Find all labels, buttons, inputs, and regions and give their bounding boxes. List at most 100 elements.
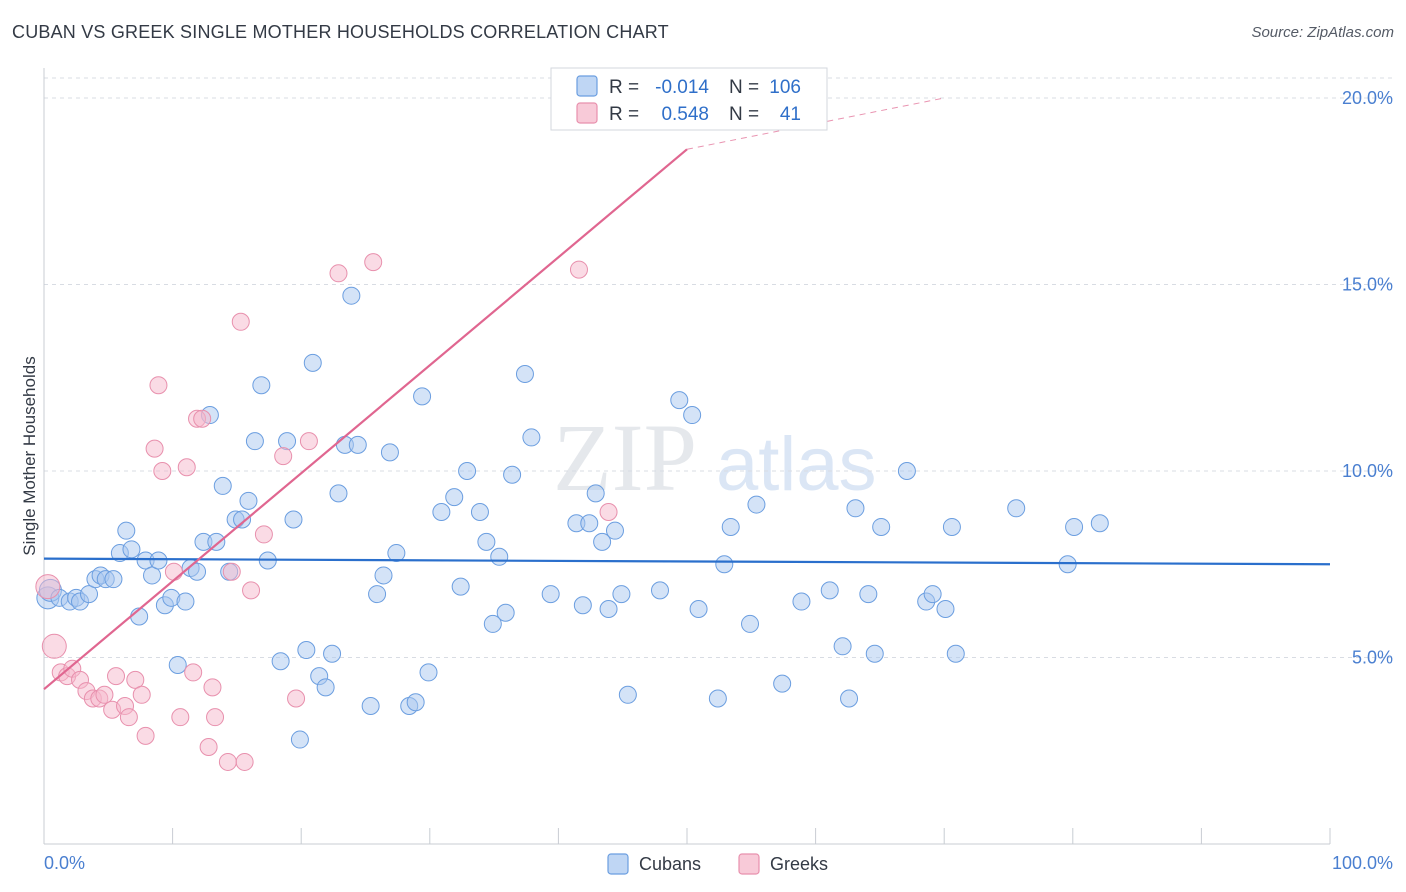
cubans-point [490, 547, 509, 566]
cubans-point [605, 521, 624, 540]
greeks-point [299, 432, 318, 451]
cubans-point [650, 581, 669, 600]
bottom-legend-cubans-label: Cubans [639, 854, 701, 874]
cubans-point [872, 517, 891, 536]
greeks-point [95, 685, 114, 704]
y-axis-tick-labels: 5.0% 10.0% 15.0% 20.0% [1342, 88, 1393, 668]
cubans-point [432, 503, 451, 522]
greeks-point [287, 689, 306, 708]
cubans-point [323, 644, 342, 663]
cubans-point [252, 376, 271, 395]
cubans-point [348, 435, 367, 454]
source-credit: Source: ZipAtlas.com [1251, 24, 1394, 41]
y-tick-label-20: 20.0% [1342, 88, 1393, 108]
cubans-point [503, 465, 522, 484]
cubans-point [419, 663, 438, 682]
greeks-point [164, 562, 183, 581]
cubans-point [80, 585, 99, 604]
greeks-point [254, 525, 273, 544]
watermark-zip: ZIP [553, 404, 697, 511]
cubans-point [470, 503, 489, 522]
cubans-point [207, 532, 226, 551]
greeks-point [599, 503, 618, 522]
cubans-point [515, 365, 534, 384]
cubans-point [715, 555, 734, 574]
greeks-point [136, 726, 155, 745]
cubans-point [483, 614, 502, 633]
cubans-point [612, 585, 631, 604]
cubans-point [747, 495, 766, 514]
cubans-point [846, 499, 865, 518]
cubans-point [1007, 499, 1026, 518]
cubans-point [271, 652, 290, 671]
greeks-point [184, 663, 203, 682]
chart-title: CUBAN VS GREEK SINGLE MOTHER HOUSEHOLDS … [12, 22, 669, 42]
greeks-point [41, 633, 67, 659]
cubans-point [840, 689, 859, 708]
cubans-point [541, 585, 560, 604]
cubans-point [923, 585, 942, 604]
cubans-point [1090, 514, 1109, 533]
greeks-point [119, 708, 138, 727]
y-tick-label-15: 15.0% [1342, 275, 1393, 295]
cubans-point [593, 532, 612, 551]
greeks-point [569, 260, 588, 279]
legend-swatch-greeks [576, 102, 598, 124]
cubans-point [445, 488, 464, 507]
cubans-point [586, 484, 605, 503]
cubans-point [239, 491, 258, 510]
greeks-trend-line [43, 148, 688, 691]
y-tick-label-5: 5.0% [1352, 648, 1393, 668]
cubans-point [406, 693, 425, 712]
cubans-point [316, 678, 335, 697]
greeks-point [177, 458, 196, 477]
cubans-series [36, 286, 1109, 749]
legend-cubans-r-value: -0.014 [655, 77, 709, 98]
bottom-legend-greeks-label: Greeks [770, 854, 828, 874]
cubans-point [297, 641, 316, 660]
y-tick-label-10: 10.0% [1342, 461, 1393, 481]
cubans-point [380, 443, 399, 462]
greeks-point [242, 581, 261, 600]
cubans-point [387, 544, 406, 563]
cubans-trend-line [43, 557, 1331, 566]
cubans-point [773, 674, 792, 693]
cubans-point [618, 685, 637, 704]
greeks-point [149, 376, 168, 395]
x-tick-label-max: 100.0% [1332, 853, 1393, 873]
cubans-point [599, 600, 618, 619]
legend-swatch-cubans [576, 75, 598, 97]
greeks-point [107, 667, 126, 686]
cubans-point [361, 696, 380, 715]
cubans-point [477, 532, 496, 551]
cubans-point [897, 462, 916, 480]
cubans-point [143, 566, 162, 585]
greeks-point [193, 409, 212, 428]
legend-greeks-n-value: 41 [780, 104, 801, 125]
greeks-point [153, 462, 172, 480]
cubans-point [342, 286, 361, 305]
cubans-point [168, 655, 187, 674]
cubans-point [278, 432, 297, 451]
cubans-point [721, 517, 740, 536]
cubans-point [1065, 517, 1084, 536]
cubans-point [413, 387, 432, 406]
legend-cubans-n-value: 106 [769, 77, 801, 98]
cubans-point [233, 510, 252, 529]
bottom-legend-swatch-greeks [738, 853, 760, 875]
greeks-point [329, 264, 348, 283]
bottom-legend-swatch-cubans [607, 853, 629, 875]
x-axis-ticks [43, 828, 1331, 844]
cubans-point [104, 570, 123, 589]
legend-greeks-r-label: R = [609, 104, 639, 125]
cubans-point [689, 600, 708, 619]
greeks-point [145, 439, 164, 458]
greeks-point [206, 708, 225, 727]
x-tick-label-min: 0.0% [44, 853, 85, 873]
correlation-legend: R = -0.014 N = 106 R = 0.548 N = 41 [550, 67, 828, 131]
cubans-point [670, 391, 689, 410]
cubans-point [792, 592, 811, 611]
legend-greeks-n-label: N = [729, 104, 759, 125]
cubans-point [122, 540, 141, 559]
